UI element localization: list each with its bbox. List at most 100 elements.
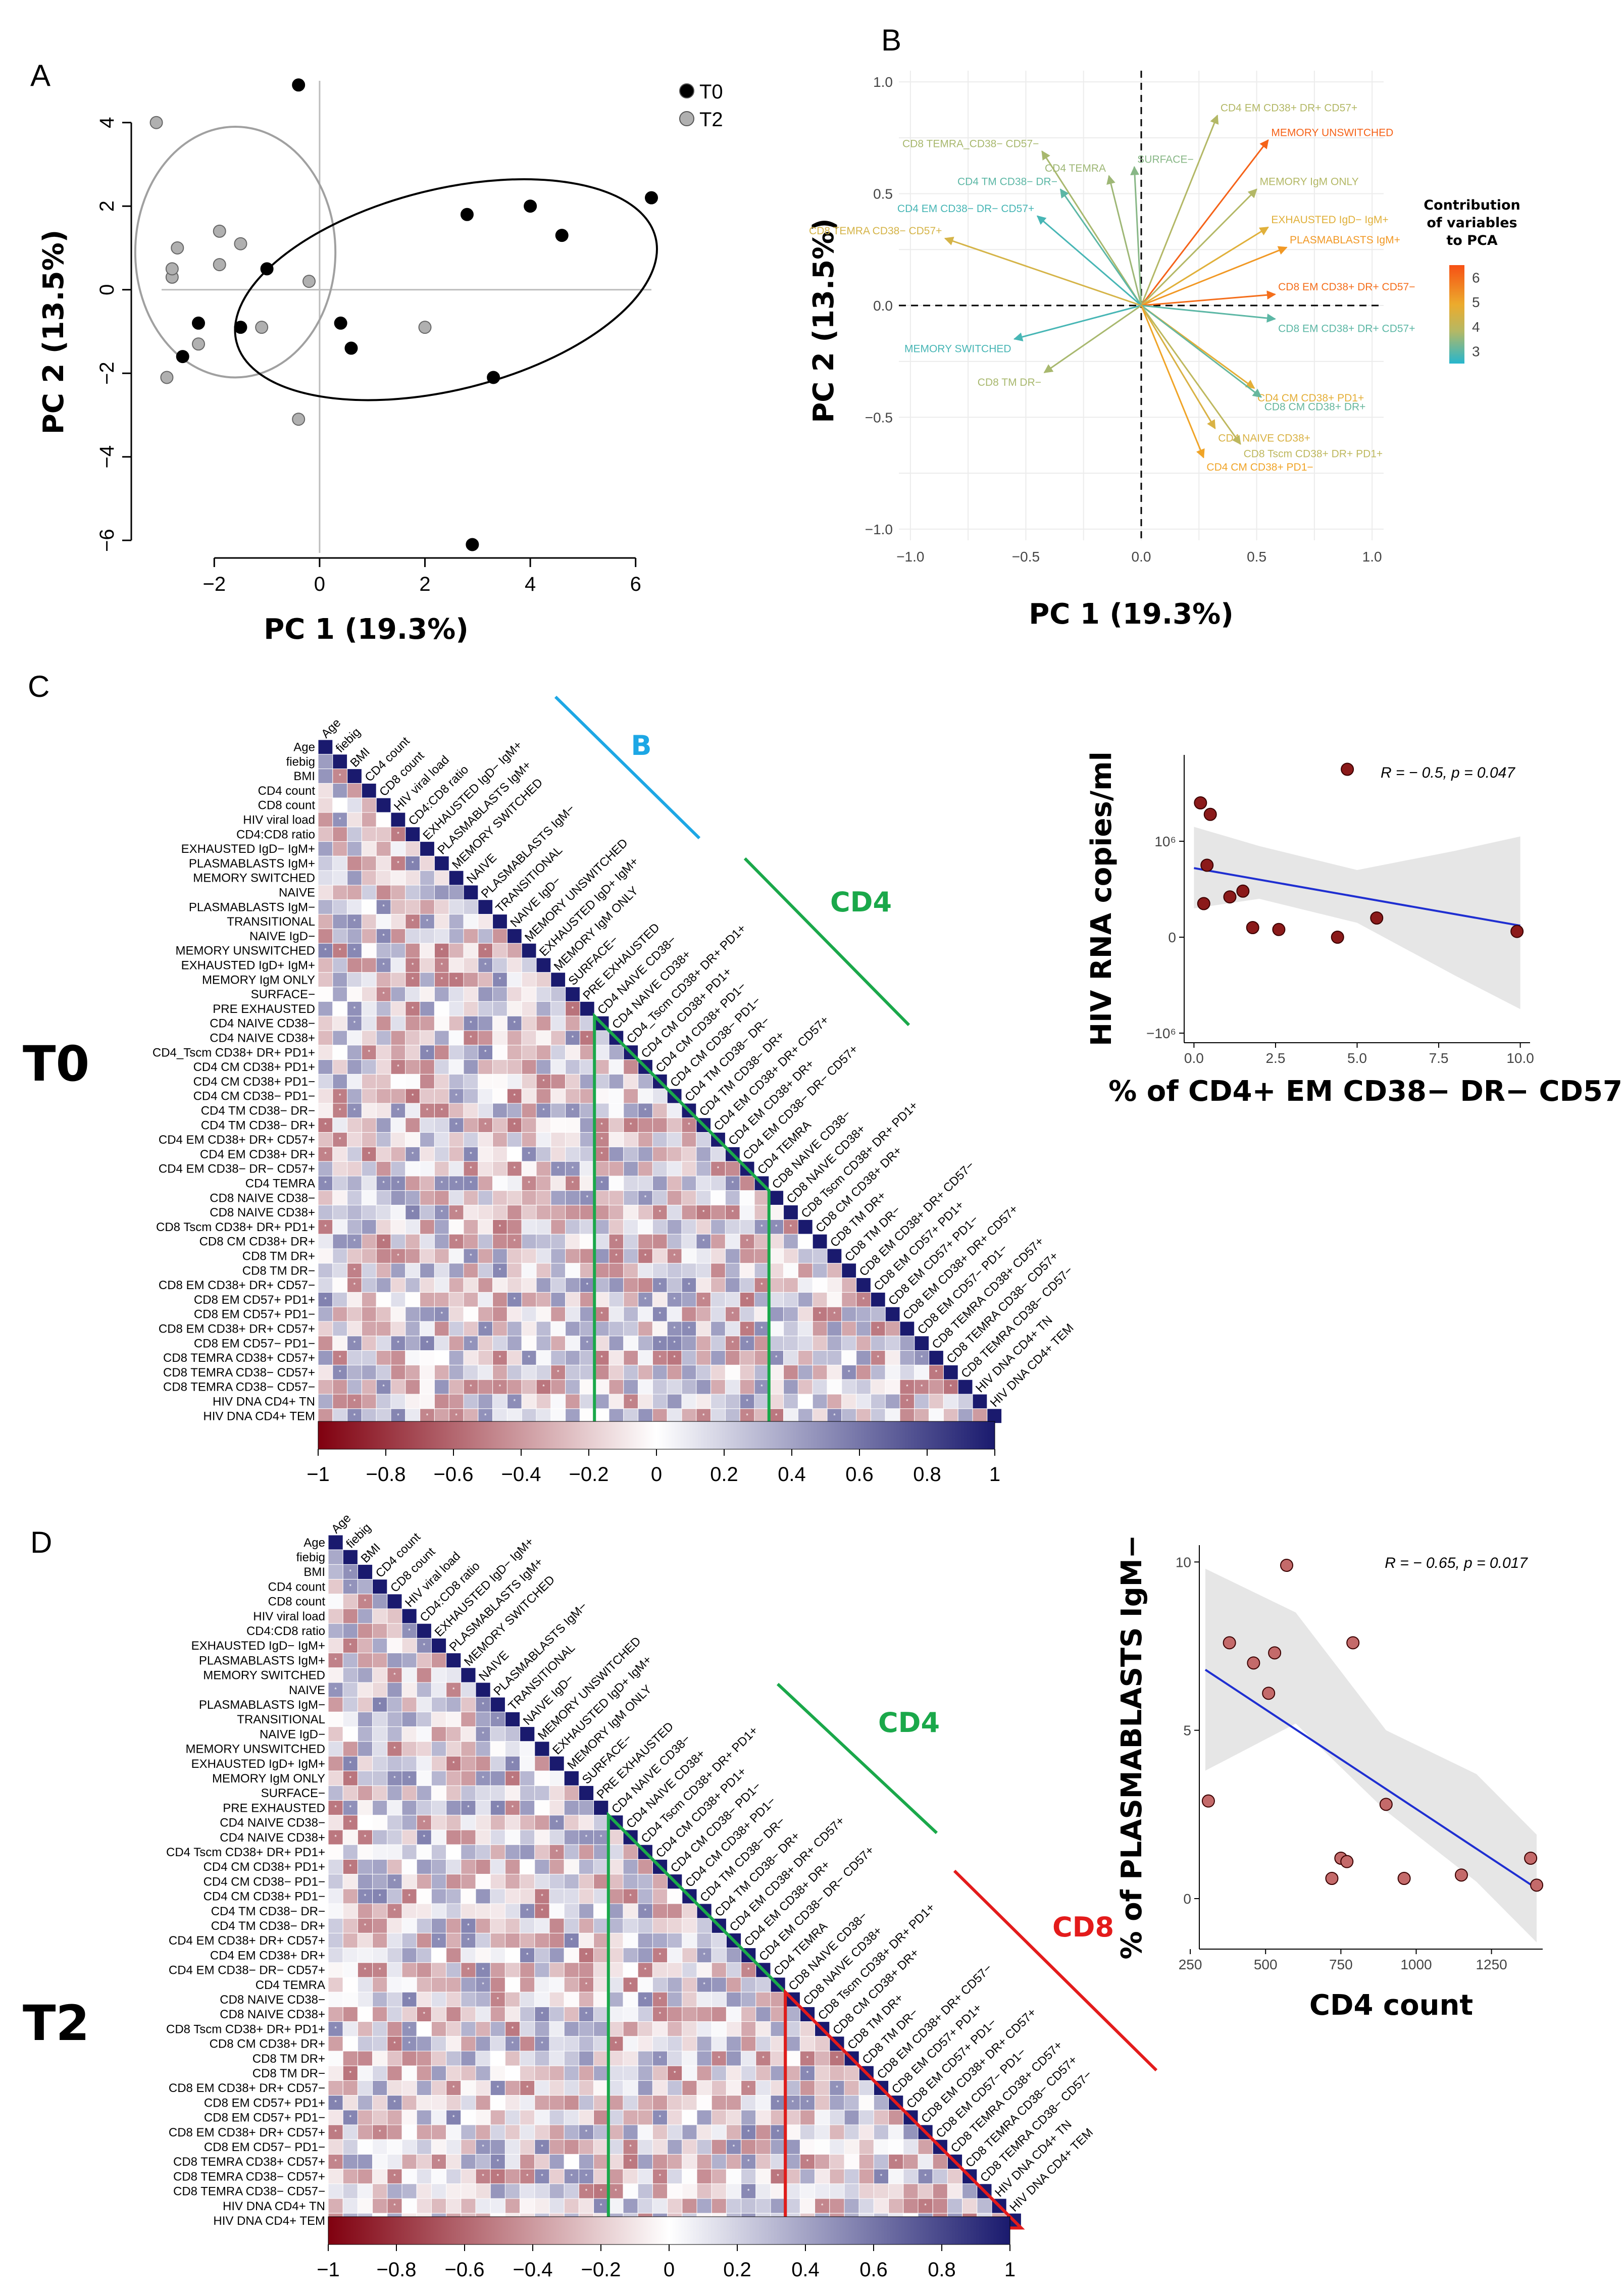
heatmap-cell <box>827 1248 842 1264</box>
heatmap-cell <box>420 841 435 856</box>
heatmap-cell <box>593 2139 609 2155</box>
vector-label: CD4 NAIVE CD38+ <box>1218 433 1310 444</box>
heatmap-cell <box>521 1350 537 1365</box>
heatmap-cell <box>461 1859 476 1875</box>
heatmap-cell <box>372 1608 388 1624</box>
legend-title-line-2: of variables <box>1427 215 1517 231</box>
heatmap-cell <box>593 2169 609 2184</box>
heatmap-cell <box>682 1992 697 2007</box>
heatmap-cell <box>536 1219 551 1235</box>
heatmap-cell <box>739 1190 755 1206</box>
heatmap-cell <box>623 2021 638 2037</box>
heatmap-cell <box>844 2110 859 2125</box>
heatmap-cell <box>376 870 391 886</box>
heatmap-cell <box>372 2095 388 2111</box>
heatmap-cell <box>420 1030 435 1046</box>
heatmap-cell <box>504 2124 521 2140</box>
heatmap-cell <box>608 1321 624 1337</box>
heatmap-cell <box>478 1176 493 1191</box>
significance-mark: * <box>775 1223 778 1230</box>
heatmap-cell <box>506 987 522 1002</box>
data-point <box>1262 1687 1276 1700</box>
heatmap-cell <box>521 1045 537 1060</box>
heatmap-cell <box>401 1889 417 1904</box>
heatmap-cell <box>534 1874 550 1890</box>
heatmap-cell <box>652 1161 668 1177</box>
heatmap-cell <box>431 1770 447 1786</box>
heatmap-cell <box>347 1248 362 1264</box>
heatmap-cell <box>799 2139 816 2155</box>
heatmap-cell <box>328 1815 343 1830</box>
significance-mark: * <box>747 1966 750 1973</box>
heatmap-cell <box>318 739 333 755</box>
heatmap-cell <box>829 2124 845 2140</box>
heatmap-cell <box>829 2065 845 2081</box>
heatmap-cell <box>446 2110 462 2125</box>
heatmap-cell <box>947 2198 963 2214</box>
heatmap-cell <box>623 2169 638 2184</box>
heatmap-cell <box>815 2169 830 2184</box>
heatmap-cell <box>490 2051 505 2066</box>
heatmap-cell <box>785 2183 800 2199</box>
heatmap-cell <box>797 1248 813 1264</box>
heatmap-cell <box>608 1874 624 1890</box>
significance-mark: * <box>586 1034 588 1041</box>
heatmap-cell <box>608 1059 624 1075</box>
heatmap-cell <box>372 1682 388 1698</box>
heatmap-cell <box>332 1248 348 1264</box>
heatmap-cell <box>564 1785 579 1801</box>
heatmap-cell <box>593 2036 609 2052</box>
heatmap-cell <box>536 1234 551 1249</box>
heatmap-cell <box>347 1117 362 1133</box>
row-label: CD4 NAIVE CD38+ <box>220 1831 325 1845</box>
heatmap-cell <box>492 1059 508 1075</box>
heatmap-cell <box>652 2198 668 2214</box>
significance-mark: * <box>382 990 385 997</box>
significance-mark: * <box>570 2173 573 2180</box>
heatmap-cell <box>416 1741 432 1757</box>
heatmap-cell <box>870 1336 886 1351</box>
heatmap-cell <box>420 1350 435 1365</box>
heatmap-cell <box>361 1103 377 1118</box>
heatmap-cell <box>534 1932 550 1949</box>
heatmap-cell <box>372 1844 388 1860</box>
heatmap-cell <box>856 1379 871 1395</box>
heatmap-cell <box>434 1350 449 1365</box>
heatmap-cell <box>754 1205 770 1220</box>
colorbar-tick-label: −0.4 <box>501 1463 541 1486</box>
heatmap-cell <box>638 1117 653 1133</box>
significance-mark: * <box>512 2025 514 2032</box>
colorbar-tick-label: 0.2 <box>710 1463 738 1486</box>
point-t2 <box>213 258 226 272</box>
heatmap-cell <box>387 1844 402 1860</box>
heatmap-cell <box>416 1756 432 1771</box>
colorbar-tick-label: 0.4 <box>791 2259 820 2281</box>
heatmap-cell <box>434 1336 449 1351</box>
heatmap-cell <box>416 1844 432 1860</box>
point-t2 <box>255 321 269 334</box>
heatmap-cell <box>638 1394 653 1409</box>
heatmap-cell <box>357 2139 373 2155</box>
heatmap-cell <box>387 2183 402 2199</box>
heatmap-cell <box>318 855 333 871</box>
heatmap-cell <box>342 1623 358 1639</box>
heatmap-cell <box>342 1608 358 1624</box>
heatmap-cell <box>318 1350 333 1365</box>
heatmap-cell <box>726 1962 742 1978</box>
heatmap-cell <box>475 2154 491 2170</box>
heatmap-cell <box>463 1379 479 1395</box>
heatmap-cell <box>711 2065 727 2081</box>
heatmap-cell <box>711 2021 727 2037</box>
significance-mark: * <box>470 1165 472 1172</box>
significance-mark: * <box>746 1238 748 1245</box>
heatmap-cell <box>347 1146 362 1162</box>
heatmap-cell <box>710 1248 726 1264</box>
heatmap-cell <box>461 2198 476 2214</box>
heatmap-cell <box>594 1219 610 1235</box>
heatmap-cell <box>463 1219 479 1235</box>
heatmap-cell <box>608 1205 624 1220</box>
heatmap-cell <box>565 1278 580 1293</box>
significance-mark: * <box>324 1121 327 1129</box>
heatmap-cell <box>899 1408 915 1424</box>
heatmap-cell <box>799 2169 816 2184</box>
